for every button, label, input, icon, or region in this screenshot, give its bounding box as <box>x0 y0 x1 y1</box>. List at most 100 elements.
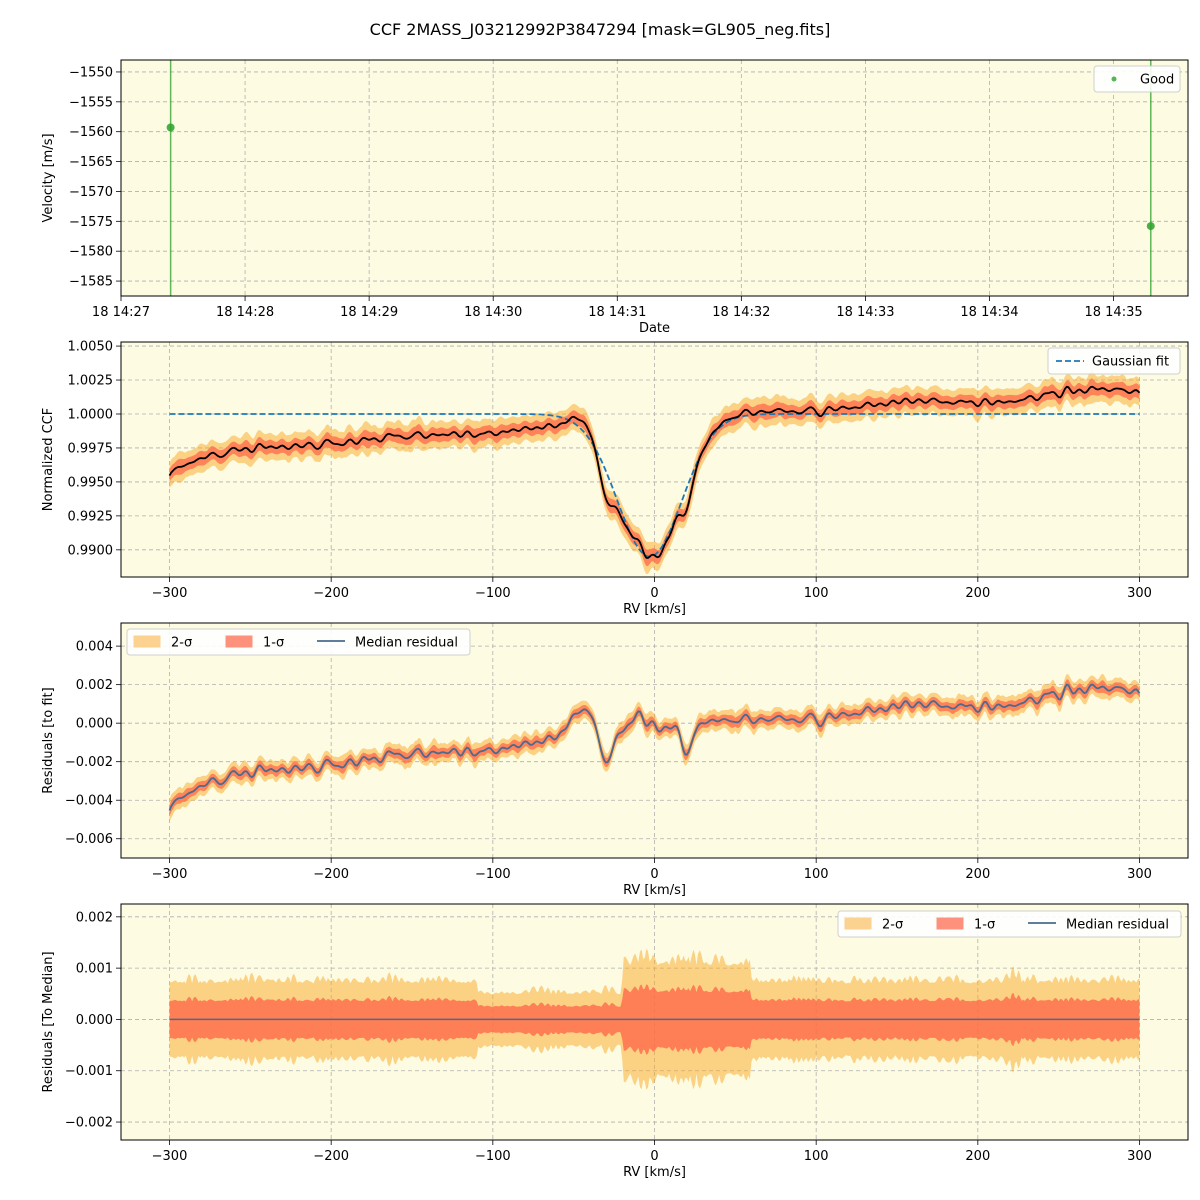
series-group <box>168 673 1141 822</box>
x-tick-label: −200 <box>313 1149 349 1164</box>
y-tick-label: 0.9950 <box>68 475 114 490</box>
x-tick-label: 18 14:29 <box>340 305 398 320</box>
legend-box <box>126 628 471 656</box>
y-tick-label: −1580 <box>69 245 113 260</box>
x-tick-label: 18 14:31 <box>588 305 646 320</box>
x-tick-label: 18 14:30 <box>464 305 522 320</box>
good-point <box>166 123 175 132</box>
series-group <box>168 370 1141 575</box>
series-group <box>169 948 1140 1090</box>
legend: 2-σ 1-σ Median residual <box>837 910 1182 938</box>
ccf-line <box>168 385 1141 559</box>
x-tick-label: 0 <box>650 867 658 882</box>
x-tick-label: −100 <box>475 867 511 882</box>
y-tick-label: 0.9975 <box>68 441 114 456</box>
y-tick-label: 1.0050 <box>68 340 114 355</box>
x-tick-label: −300 <box>152 586 188 601</box>
plot-frame <box>120 341 1189 578</box>
x-axis-label: RV [km/s] <box>623 1165 686 1180</box>
legend-label-median: Median residual <box>1066 918 1169 933</box>
plot-frame <box>120 622 1189 859</box>
legend-marker-good <box>1111 76 1117 82</box>
x-tick-label: 0 <box>650 586 658 601</box>
y-tick-label: 0.002 <box>76 910 113 925</box>
y-tick-label: 1.0000 <box>68 407 114 422</box>
x-tick-label: −300 <box>152 1149 188 1164</box>
legend-box <box>837 910 1182 938</box>
x-tick-label: 200 <box>965 1149 990 1164</box>
y-tick-label: −0.006 <box>65 832 113 847</box>
x-tick-label: 100 <box>804 586 829 601</box>
plot-background <box>121 60 1188 296</box>
x-tick-label: 0 <box>650 1149 658 1164</box>
x-tick-label: 18 14:33 <box>836 305 894 320</box>
x-tick-label: 100 <box>804 867 829 882</box>
x-tick-label: 18 14:27 <box>92 305 150 320</box>
legend-marker-1-sigma <box>936 917 964 930</box>
panel-1: 18 14:27 18 14:28 18 14:29 18 14:30 18 14:31… <box>41 59 1189 336</box>
y-tick-label: −1565 <box>69 155 113 170</box>
good-point <box>1146 222 1155 231</box>
x-tick-label: −300 <box>152 867 188 882</box>
y-tick-label: 1.0025 <box>68 374 114 389</box>
chart-title: CCF 2MASS_J03212992P3847294 [mask=GL905_… <box>369 20 831 39</box>
y-tick-label: −0.002 <box>65 755 113 770</box>
y-tick-label: 0.002 <box>76 678 113 693</box>
y-axis-label: Velocity [m/s] <box>41 133 56 222</box>
x-tick-label: 200 <box>965 586 990 601</box>
legend-box <box>1047 347 1181 375</box>
legend: 2-σ 1-σ Median residual <box>126 628 471 656</box>
y-tick-label: −0.001 <box>65 1064 113 1079</box>
y-tick-label: −1555 <box>69 95 113 110</box>
band-1-sigma <box>169 679 1140 816</box>
plot-frame <box>120 903 1189 1141</box>
y-tick-label: 0.9925 <box>68 509 114 524</box>
y-tick-label: −1585 <box>69 275 113 290</box>
x-tick-label: 18 14:35 <box>1084 305 1142 320</box>
legend-label-1-sigma: 1-σ <box>263 636 284 651</box>
x-axis-label: RV [km/s] <box>623 883 686 898</box>
x-tick-label: 100 <box>804 1149 829 1164</box>
legend-label-good: Good <box>1140 73 1174 88</box>
x-tick-label: 300 <box>1127 867 1152 882</box>
legend: Good <box>1093 65 1181 93</box>
median-residual-line <box>168 683 1141 811</box>
x-tick-label: 18 14:34 <box>960 305 1018 320</box>
legend-marker-2-sigma <box>133 635 161 648</box>
x-axis-label: RV [km/s] <box>623 602 686 617</box>
legend-label-1-sigma: 1-σ <box>974 918 995 933</box>
panel-2: −300 −200 −100 0 100 200 300 0.9900 0.9925 0.9950… <box>41 340 1189 617</box>
legend-label-2-sigma: 2-σ <box>882 918 903 933</box>
y-tick-label: 0.000 <box>76 717 113 732</box>
x-tick-label: −100 <box>475 1149 511 1164</box>
legend-label-median: Median residual <box>355 636 458 651</box>
legend: Gaussian fit <box>1047 347 1181 375</box>
legend-marker-1-sigma <box>225 635 253 648</box>
x-tick-label: 300 <box>1127 1149 1152 1164</box>
x-tick-label: −200 <box>313 586 349 601</box>
y-tick-label: 0.001 <box>76 962 113 977</box>
x-tick-label: −100 <box>475 586 511 601</box>
legend-label-fit: Gaussian fit <box>1092 355 1169 370</box>
y-tick-label: 0.000 <box>76 1013 113 1028</box>
y-tick-label: −1570 <box>69 185 113 200</box>
panel-4: −300 −200 −100 0 100 200 300 0.002 0.001 0.000 −0.… <box>41 903 1189 1180</box>
legend-marker-2-sigma <box>844 917 872 930</box>
x-tick-label: 300 <box>1127 586 1152 601</box>
plot-background <box>121 623 1188 858</box>
y-tick-label: 0.9900 <box>68 543 114 558</box>
x-tick-label: 200 <box>965 867 990 882</box>
legend-box <box>1093 65 1181 93</box>
x-tick-label: 18 14:32 <box>712 305 770 320</box>
y-axis-label: Normalized CCF <box>41 408 56 512</box>
band-2-sigma <box>169 370 1140 575</box>
legend-label-2-sigma: 2-σ <box>171 636 192 651</box>
x-tick-label: −200 <box>313 867 349 882</box>
y-axis-label: Residuals [To Median] <box>41 951 56 1092</box>
y-tick-label: −1560 <box>69 125 113 140</box>
y-tick-label: 0.004 <box>76 640 113 655</box>
y-tick-label: −1575 <box>69 215 113 230</box>
band-1-sigma <box>169 378 1140 566</box>
y-axis-label: Residuals [to fit] <box>41 687 56 793</box>
